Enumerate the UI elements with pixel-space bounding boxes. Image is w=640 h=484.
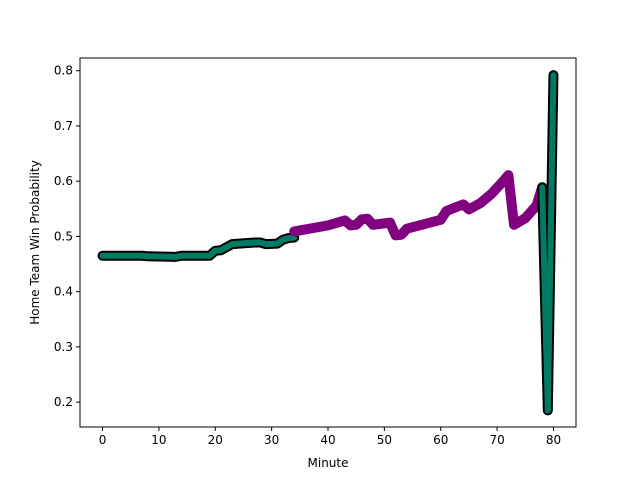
- series-purple-segment: [289, 170, 548, 241]
- y-tick-label: 0.2: [54, 395, 73, 409]
- y-tick-label: 0.7: [54, 119, 73, 133]
- series-line: [539, 72, 557, 414]
- series-teal-segment-1: [97, 232, 300, 262]
- series-line: [99, 234, 298, 260]
- x-tick-label: 20: [208, 433, 223, 447]
- x-axis-ticks: 0 10 20 30 40 50 60 70 80: [99, 427, 561, 447]
- x-axis-label: Minute: [308, 456, 349, 470]
- y-tick-label: 0.6: [54, 174, 73, 188]
- x-tick-label: 80: [546, 433, 561, 447]
- y-axis-ticks: 0.2 0.3 0.4 0.5 0.6 0.7 0.8: [54, 64, 80, 409]
- x-tick-label: 30: [264, 433, 279, 447]
- y-tick-label: 0.4: [54, 285, 73, 299]
- x-tick-label: 0: [99, 433, 107, 447]
- x-tick-label: 40: [320, 433, 335, 447]
- series-line: [291, 172, 546, 239]
- series-teal-segment-2: [537, 70, 559, 416]
- y-tick-label: 0.5: [54, 229, 73, 243]
- x-tick-label: 70: [489, 433, 504, 447]
- x-tick-label: 60: [433, 433, 448, 447]
- x-tick-label: 10: [151, 433, 166, 447]
- x-tick-label: 50: [377, 433, 392, 447]
- series-layer: [97, 70, 559, 416]
- y-tick-label: 0.8: [54, 64, 73, 78]
- y-axis-label: Home Team Win Probability: [28, 160, 42, 325]
- y-tick-label: 0.3: [54, 340, 73, 354]
